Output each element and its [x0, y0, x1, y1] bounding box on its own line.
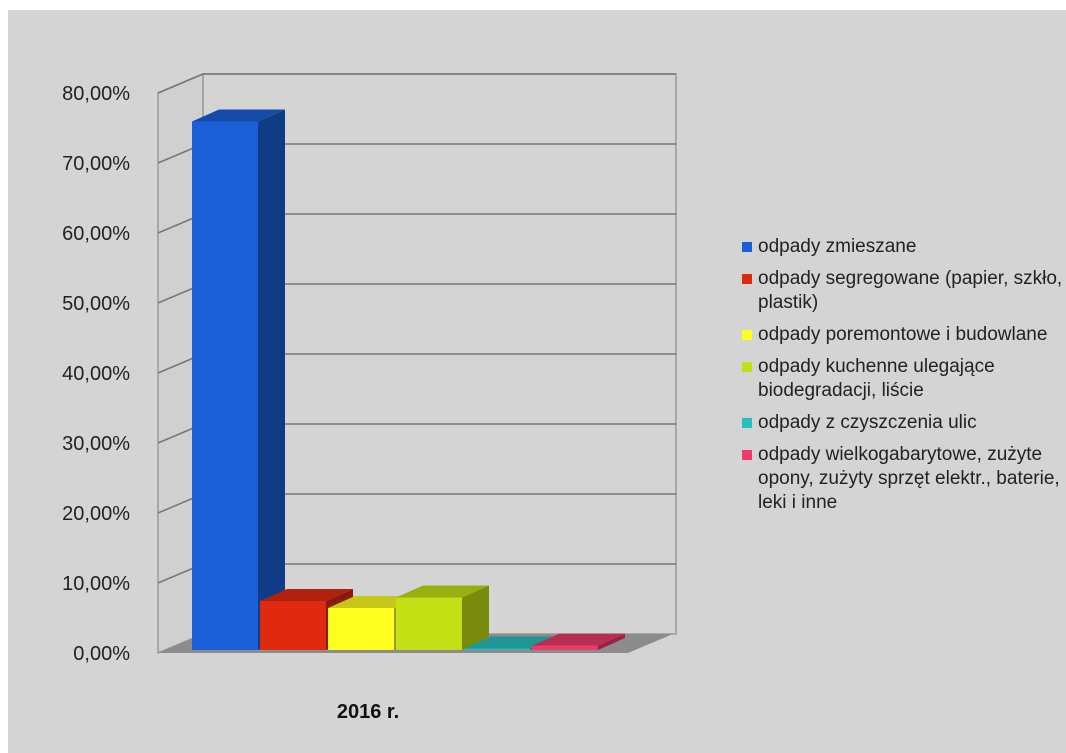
legend-item: odpady kuchenne ulegające biodegradacji,… [742, 355, 1066, 403]
legend-item: odpady zmieszane [742, 235, 1066, 259]
bar-side [462, 585, 489, 650]
bar-chart: 0,00% 10,00% 20,00% 30,00% 40,00% 50,00% 60,00… [62, 72, 677, 723]
bar-side [258, 109, 285, 650]
bar-side [598, 633, 625, 650]
legend-label: odpady poremontowe i budowlane [758, 324, 1048, 345]
bar-top [192, 109, 285, 122]
y-tick-label: 80,00% [62, 83, 130, 105]
legend-label: odpady zmieszane [758, 236, 917, 257]
bar-front [328, 608, 394, 650]
bar-front [396, 597, 462, 650]
bars [192, 109, 625, 650]
bar-top [396, 585, 489, 598]
bar-front [532, 645, 598, 650]
legend-swatch [742, 362, 752, 372]
legend-swatch [742, 450, 752, 460]
y-tick-label: 0,00% [73, 643, 130, 665]
legend-item: odpady segregowane (papier, szkło, plast… [742, 267, 1066, 315]
y-tick-label: 50,00% [62, 293, 130, 315]
y-tick-label: 40,00% [62, 363, 130, 385]
legend-label: odpady kuchenne ulegające biodegradacji,… [758, 356, 995, 401]
legend-item: odpady wielkogabarytowe, zużyte opony, z… [742, 443, 1066, 515]
legend-item: odpady z czyszczenia ulic [742, 411, 1066, 435]
legend-swatch [742, 330, 752, 340]
bar-front [192, 121, 258, 650]
y-axis-labels: 0,00% 10,00% 20,00% 30,00% 40,00% 50,00% 60,00… [62, 83, 130, 665]
legend-swatch [742, 418, 752, 428]
legend-label: odpady z czyszczenia ulic [758, 412, 977, 433]
bar [192, 109, 285, 650]
y-tick-label: 70,00% [62, 153, 130, 175]
bar-front [260, 601, 326, 650]
y-tick-label: 60,00% [62, 223, 130, 245]
bar-front [464, 648, 530, 650]
legend: odpady zmieszane odpady segregowane (papi… [742, 235, 1066, 523]
x-category-label: 2016 r. [337, 701, 399, 723]
gridline-side [157, 73, 204, 94]
y-tick-label: 20,00% [62, 503, 130, 525]
bar [532, 633, 625, 650]
bar [396, 585, 489, 650]
bar-top [532, 633, 625, 646]
legend-item: odpady poremontowe i budowlane [742, 323, 1066, 347]
y-tick-label: 30,00% [62, 433, 130, 455]
legend-label: odpady segregowane (papier, szkło, plast… [758, 268, 1063, 313]
bar-top [260, 589, 353, 601]
legend-swatch [742, 242, 752, 252]
legend-label: odpady wielkogabarytowe, zużyte opony, z… [758, 444, 1060, 513]
chart-frame: 0,00% 10,00% 20,00% 30,00% 40,00% 50,00% 60,00… [8, 10, 1066, 753]
legend-swatch [742, 274, 752, 284]
y-tick-label: 10,00% [62, 573, 130, 595]
